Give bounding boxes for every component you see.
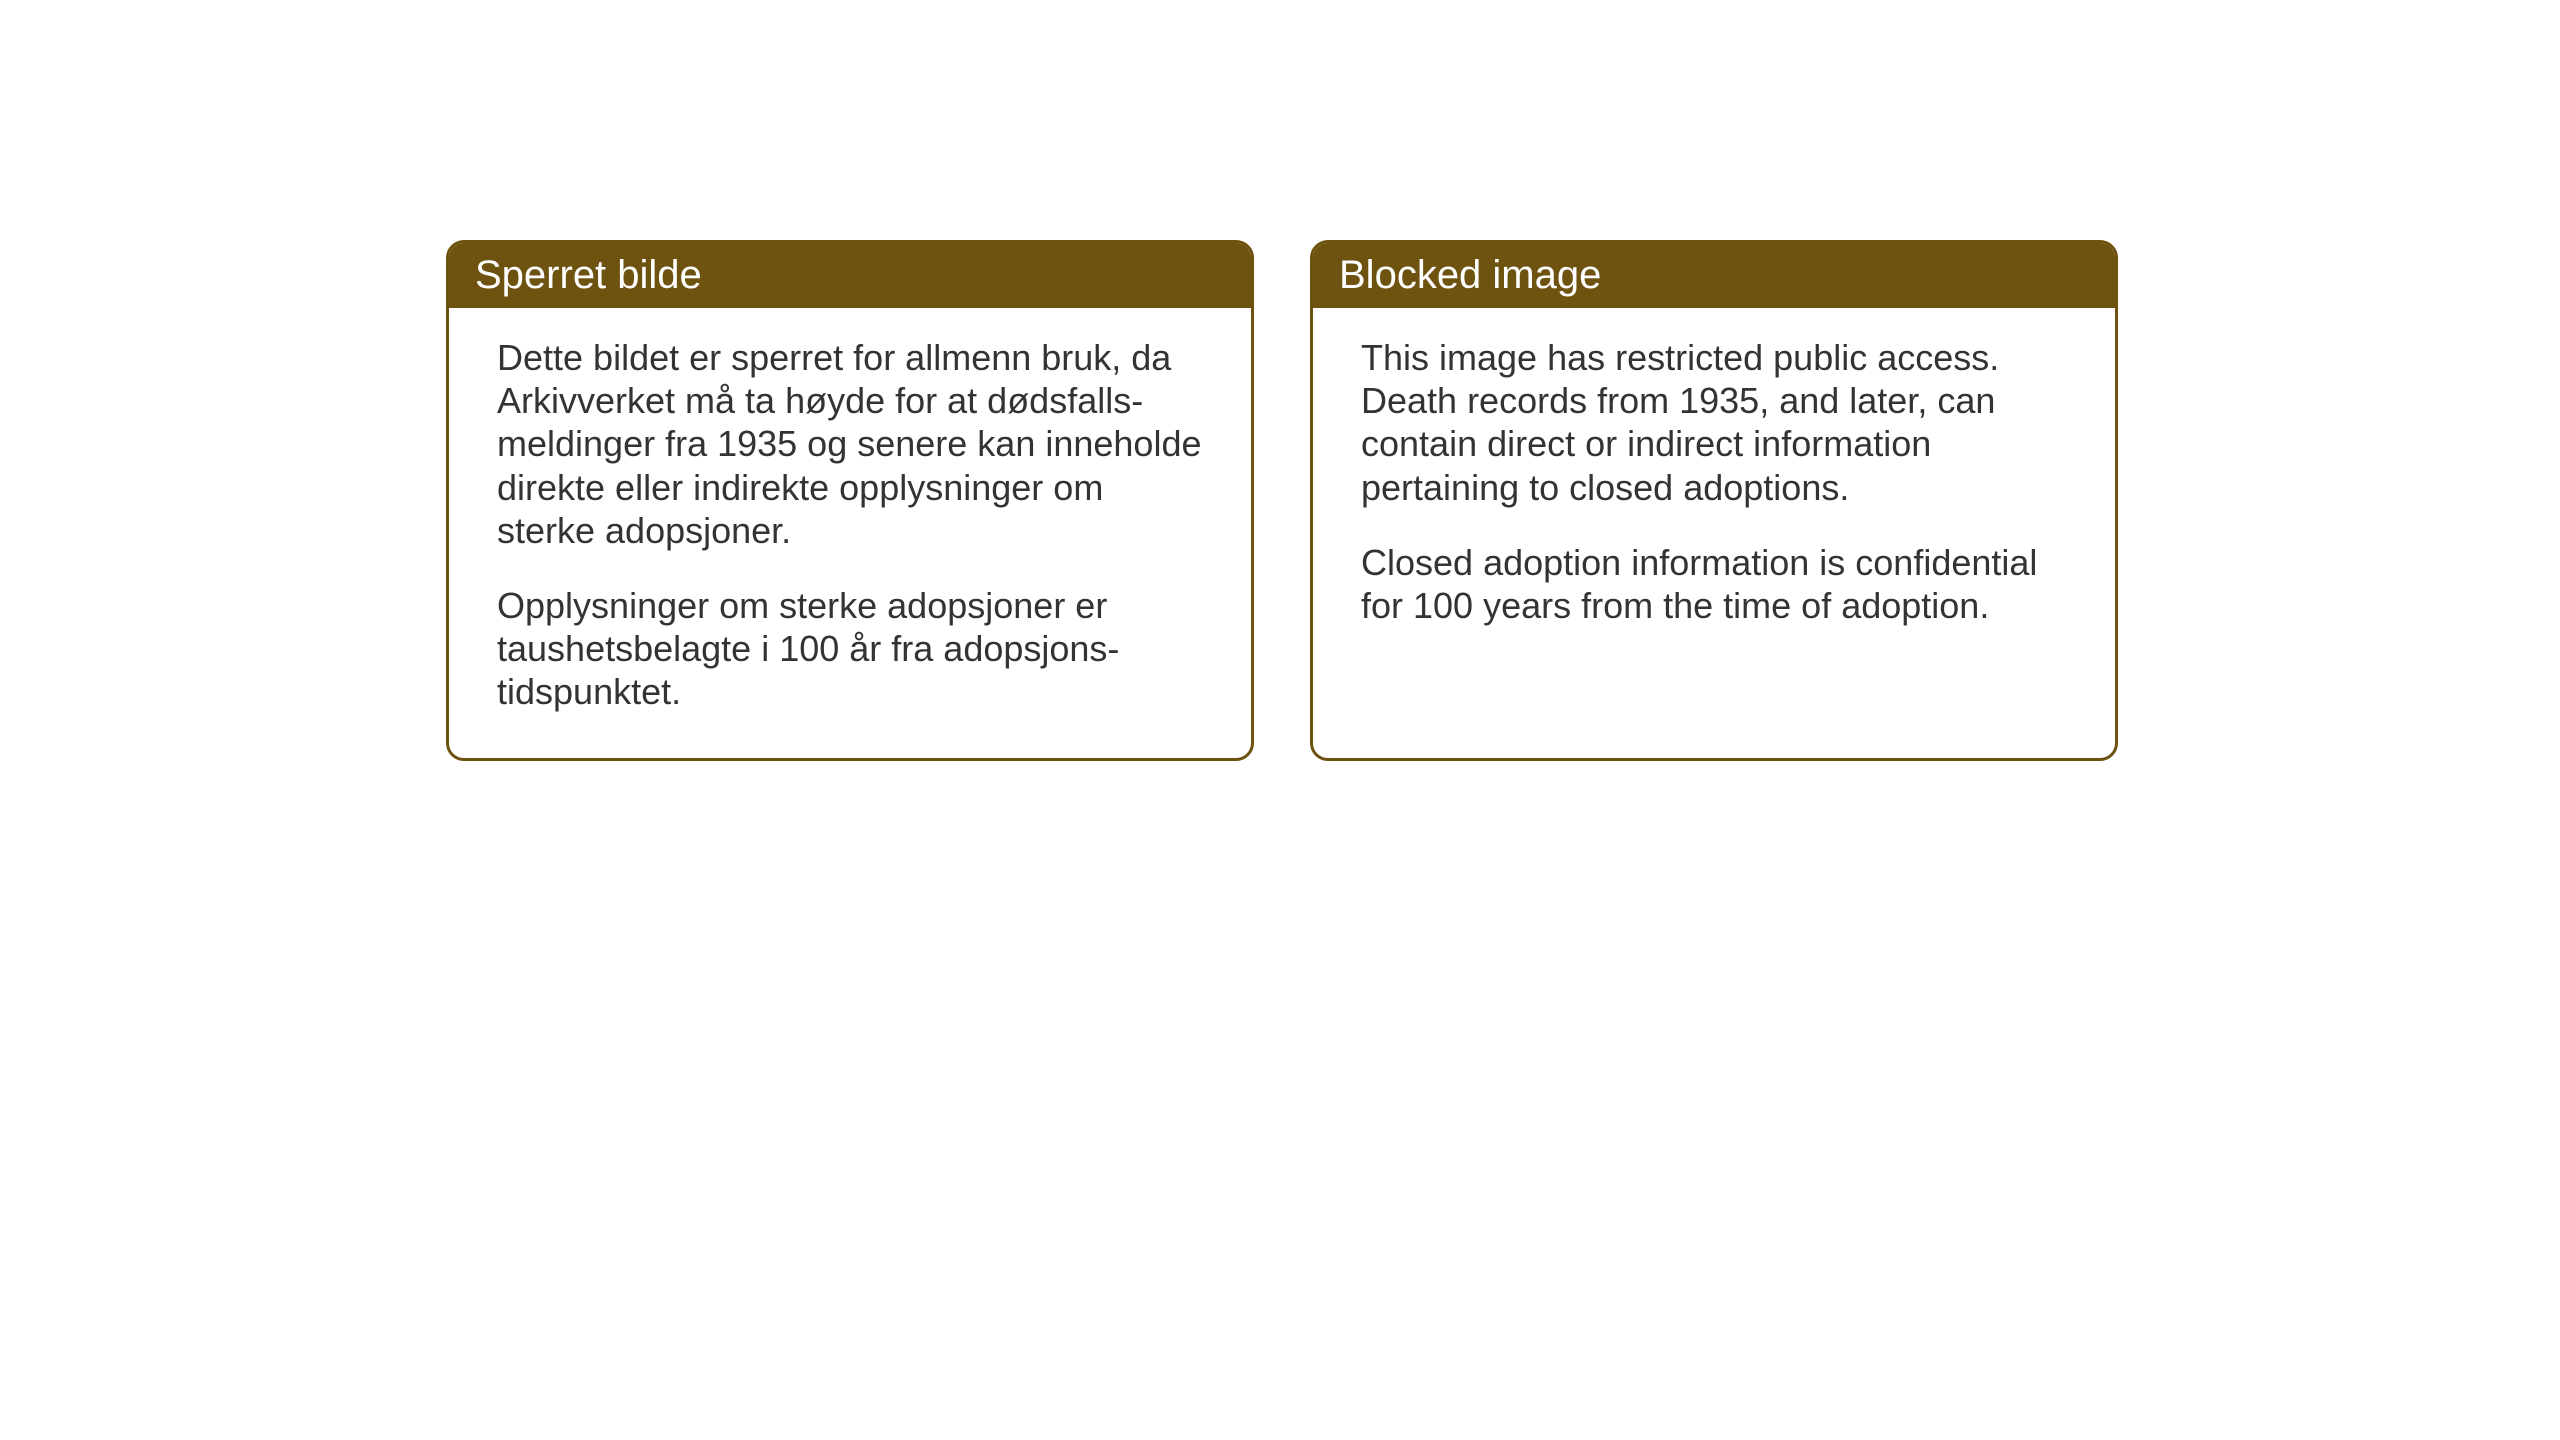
notice-card-norwegian: Sperret bilde Dette bildet er sperret fo… xyxy=(446,240,1254,761)
notice-cards-container: Sperret bilde Dette bildet er sperret fo… xyxy=(446,240,2118,761)
card-header-norwegian: Sperret bilde xyxy=(449,243,1251,308)
card-paragraph: Closed adoption information is confident… xyxy=(1361,541,2067,627)
card-paragraph: This image has restricted public access.… xyxy=(1361,336,2067,509)
card-paragraph: Dette bildet er sperret for allmenn bruk… xyxy=(497,336,1203,552)
card-body-english: This image has restricted public access.… xyxy=(1313,308,2115,671)
card-paragraph: Opplysninger om sterke adopsjoner er tau… xyxy=(497,584,1203,714)
card-body-norwegian: Dette bildet er sperret for allmenn bruk… xyxy=(449,308,1251,758)
notice-card-english: Blocked image This image has restricted … xyxy=(1310,240,2118,761)
card-header-english: Blocked image xyxy=(1313,243,2115,308)
